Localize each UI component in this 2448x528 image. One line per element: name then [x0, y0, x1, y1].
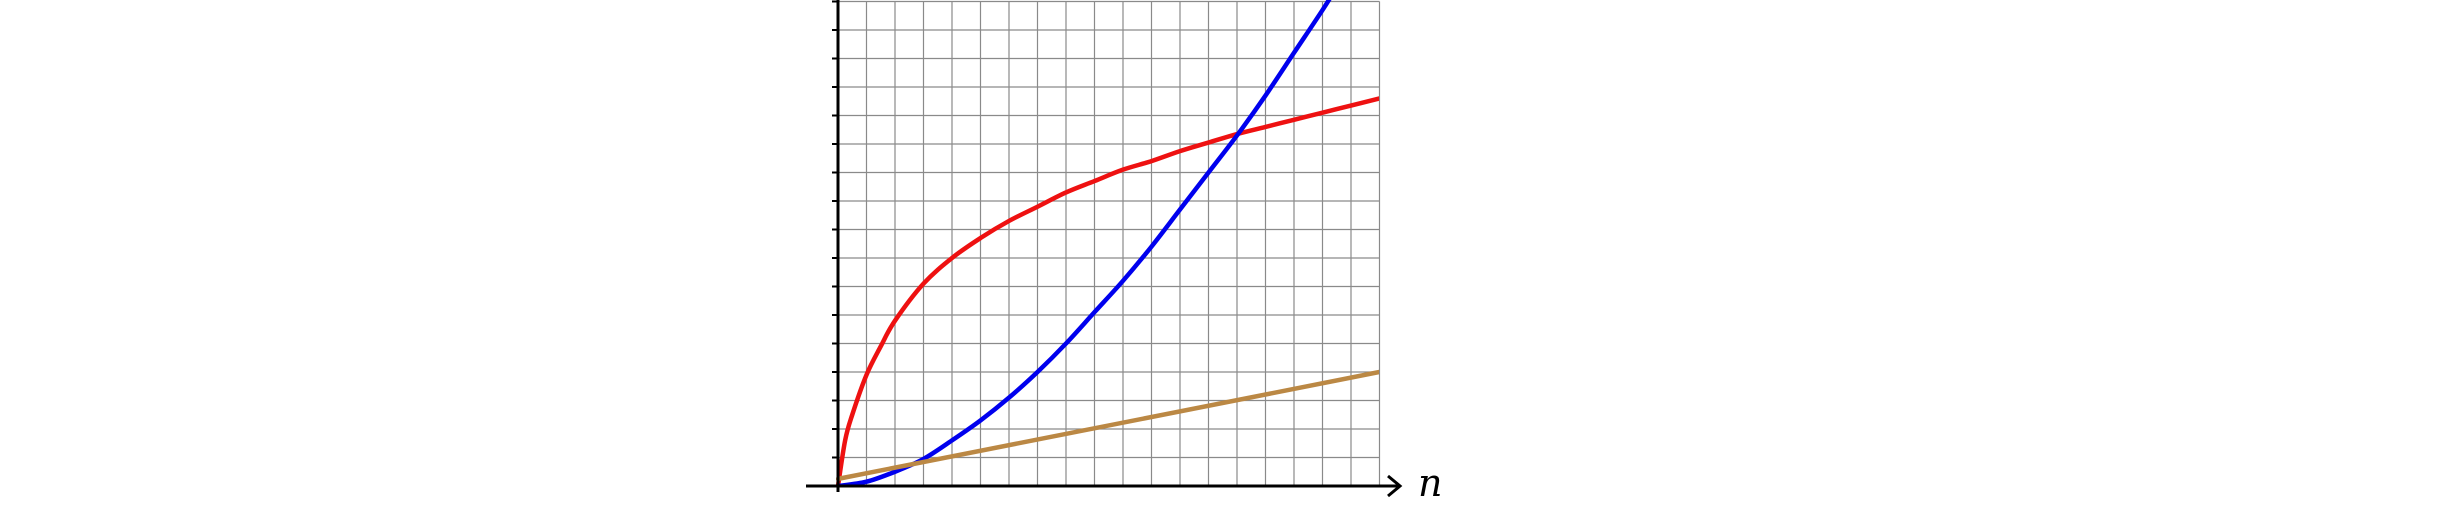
x-axis-label: n [1418, 461, 1442, 505]
series-line-3 [836, 369, 1379, 482]
x-axis-arrow [1387, 474, 1403, 498]
series-group [836, 0, 1379, 486]
grid [838, 0, 1381, 486]
series-line-1 [836, 96, 1379, 486]
series-line-2 [836, 0, 1332, 486]
